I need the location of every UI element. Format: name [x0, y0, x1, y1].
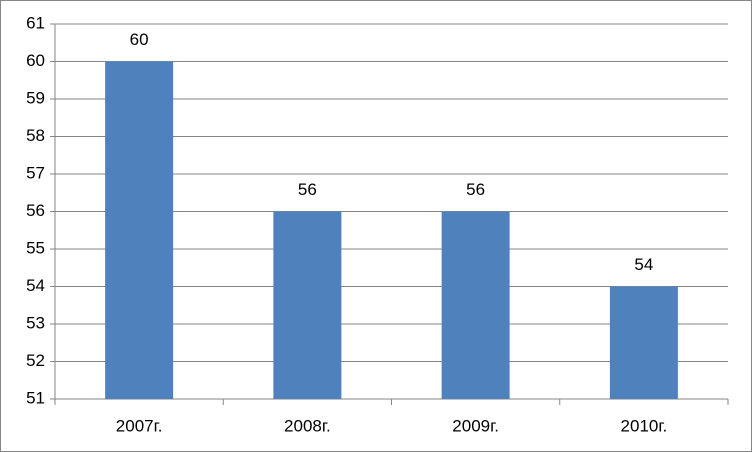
y-tick-label: 59 — [26, 88, 45, 107]
x-tick-label: 2010г. — [621, 416, 668, 435]
value-label: 56 — [466, 180, 485, 199]
y-tick-label: 56 — [26, 201, 45, 220]
value-label: 54 — [634, 255, 653, 274]
bar — [441, 211, 510, 399]
bar — [609, 286, 678, 399]
x-tick-label: 2009г. — [452, 416, 499, 435]
y-tick-label: 51 — [26, 388, 45, 407]
value-label: 56 — [298, 180, 317, 199]
y-tick-label: 57 — [26, 163, 45, 182]
value-label: 60 — [130, 30, 149, 49]
y-tick-label: 60 — [26, 51, 45, 70]
x-tick-label: 2008г. — [284, 416, 331, 435]
y-tick-label: 54 — [26, 276, 45, 295]
y-tick-label: 52 — [26, 351, 45, 370]
y-tick-label: 61 — [26, 13, 45, 32]
y-tick-label: 53 — [26, 313, 45, 332]
y-tick-label: 58 — [26, 126, 45, 145]
bar — [105, 61, 174, 399]
y-tick-label: 55 — [26, 238, 45, 257]
x-tick-label: 2007г. — [116, 416, 163, 435]
bar — [273, 211, 342, 399]
